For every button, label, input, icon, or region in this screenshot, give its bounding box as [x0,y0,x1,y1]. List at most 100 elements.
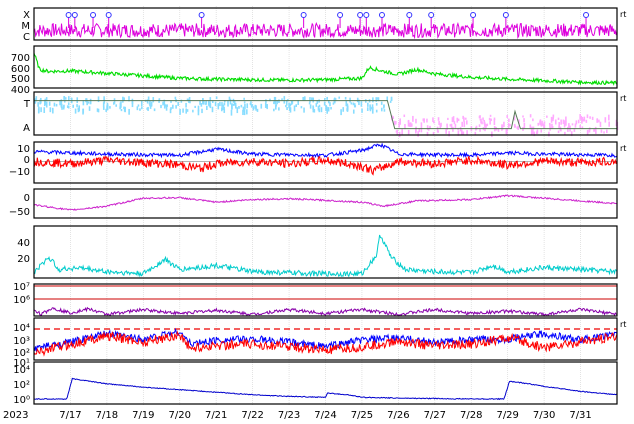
imf-sector-dot [439,123,442,129]
imf-sector-dot [551,123,553,130]
imf-sector-dot [264,102,267,108]
imf-sector-dot [186,109,189,112]
imf-sector-dot [260,103,263,109]
imf-sector-dot [128,108,130,115]
imf-sector-dot [546,115,548,118]
imf-sector-dot [579,114,581,120]
imf-sector-dot [531,129,534,133]
imf-sector-dot [585,119,588,123]
imf-sector-dot [582,119,585,122]
imf-sector-dot [295,104,298,108]
imf-sector-dot [221,102,223,107]
imf-sector-dot [543,121,546,124]
imf-sector-dot [273,108,275,112]
imf-sector-dot [488,117,491,121]
imf-sector-dot [426,131,429,136]
solar-wind-speed-panel-frame [33,45,618,89]
imf-sector-dot [403,114,406,118]
imf-sector-dot [581,126,584,130]
imf-sector-dot [278,99,280,103]
imf-sector-dot [462,115,464,120]
imf-sector-dot [140,100,143,107]
imf-sector-dot [345,100,348,107]
imf-sector-dot [586,114,589,119]
imf-sector-dot [451,117,454,123]
imf-sector-dot [338,96,341,99]
imf-sector-dot [393,120,396,126]
imf-sector-dot [308,102,311,105]
imf-sector-dot [581,118,583,124]
imf-sector-dot [327,107,330,112]
imf-sector-dot [516,126,519,129]
imf-sector-dot [552,116,554,120]
imf-sector-dot [202,98,204,105]
imf-sector-dot [389,100,392,103]
imf-sector-dot [67,102,70,106]
imf-bz-bt-marker-label: rt [620,144,626,153]
imf-sector-dot [485,125,487,129]
imf-sector-dot [461,121,463,127]
x-tick-label: 7/28 [460,410,482,421]
imf-sector-dot [587,129,589,134]
imf-sector-dot [603,131,605,134]
imf-sector-dot [97,96,100,103]
imf-sector-dot [281,98,283,101]
imf-sector-dot [192,109,194,113]
xray-flare-marker [300,12,307,18]
imf-sector-dot [315,103,318,107]
imf-sector-dot [426,118,428,123]
imf-sector-dot [186,98,189,102]
imf-sector-dot [105,108,107,112]
imf-sector-dot [401,128,403,135]
imf-sector-dot [320,107,323,113]
imf-sector-dot [486,123,489,127]
imf-sector-dot [493,117,496,120]
imf-sector-dot [399,119,401,125]
imf-sector-dot [342,107,345,112]
xray-marker-label: rt [620,10,626,19]
imf-sector-dot [223,106,225,111]
imf-sector-dot [513,115,516,121]
imf-sector-dot [532,118,534,122]
imf-sector-dot [61,106,63,110]
imf-sector-dot [185,102,187,108]
imf-sector-dot [422,118,425,122]
xray-flare-marker [198,12,205,18]
imf-sector-dot [542,123,544,127]
proton-flux-tick-label: 10⁶ [13,295,30,306]
imf-sector-dot [228,96,231,101]
xray-flare-marker [363,12,370,18]
dst-panel-frame [33,188,618,219]
imf-sector-dot [172,104,174,109]
imf-sector-dot [170,107,172,110]
imf-sector-dot [540,122,543,127]
imf-sector-dot [201,108,203,114]
imf-sector-dot [115,104,117,107]
imf-sector-dot [481,121,483,125]
imf-sector-dot [162,101,164,106]
xray-flare-marker [502,12,509,18]
imf-sector-dot [490,118,492,122]
imf-sector-marker-label: rt [620,94,626,103]
imf-sector-dot [437,117,440,121]
imf-sector-dot [523,122,526,129]
imf-sector-dot [591,116,594,120]
imf-sector-dot [557,130,560,134]
imf-sector-dot [407,129,410,135]
neutron-tick-label: 10² [13,380,30,391]
imf-sector-dot [564,131,566,135]
imf-sector-dot [497,128,500,132]
imf-sector-dot [466,130,468,136]
imf-sector-dot [102,106,105,110]
dst-line [33,194,618,211]
neutron-panel-frame [33,361,618,405]
imf-sector-dot [448,131,450,137]
dst-tick-label: 0 [24,193,30,204]
imf-sector-dot [344,96,347,100]
xray-flare-marker [470,12,477,18]
imf-sector-dot [514,125,517,128]
imf-sector-dot [482,117,484,121]
imf-sector-dot [377,97,380,102]
imf-sector-dot [246,103,249,109]
imf-sector-dot [480,118,482,124]
